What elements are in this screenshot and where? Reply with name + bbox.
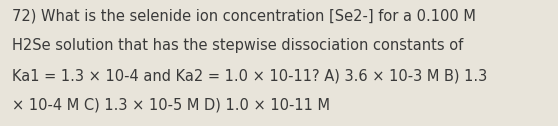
Text: Ka1 = 1.3 × 10-4 and Ka2 = 1.0 × 10-11? A) 3.6 × 10-3 M B) 1.3: Ka1 = 1.3 × 10-4 and Ka2 = 1.0 × 10-11? … — [12, 68, 488, 83]
Text: H2Se solution that has the stepwise dissociation constants of: H2Se solution that has the stepwise diss… — [12, 38, 464, 53]
Text: × 10-4 M C) 1.3 × 10-5 M D) 1.0 × 10-11 M: × 10-4 M C) 1.3 × 10-5 M D) 1.0 × 10-11 … — [12, 98, 330, 113]
Text: 72) What is the selenide ion concentration [Se2-] for a 0.100 M: 72) What is the selenide ion concentrati… — [12, 9, 476, 24]
